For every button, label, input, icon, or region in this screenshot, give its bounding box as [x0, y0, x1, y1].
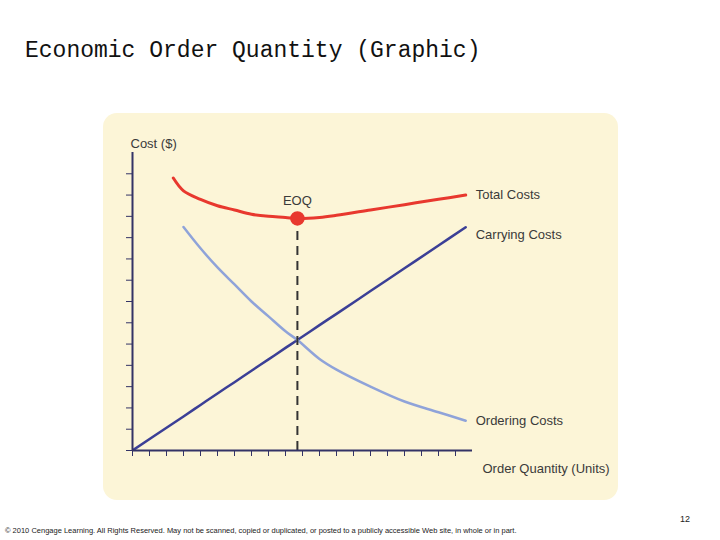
svg-text:Order Quantity (Units): Order Quantity (Units) — [483, 461, 610, 476]
html-text:© 2010 Cengage Learning. All R: © 2010 Cengage Learning. All Rights Rese… — [5, 526, 517, 535]
svg-text:Cost ($): Cost ($) — [131, 136, 177, 151]
svg-text:Ordering Costs: Ordering Costs — [476, 413, 564, 428]
svg-text:Total Costs: Total Costs — [476, 187, 541, 202]
html-text:Economic Order Quantity (Graph: Economic Order Quantity (Graphic) — [25, 38, 481, 64]
svg-text:EOQ: EOQ — [283, 193, 312, 208]
svg-text:Carrying Costs: Carrying Costs — [476, 227, 562, 242]
html-text:12: 12 — [680, 514, 690, 524]
